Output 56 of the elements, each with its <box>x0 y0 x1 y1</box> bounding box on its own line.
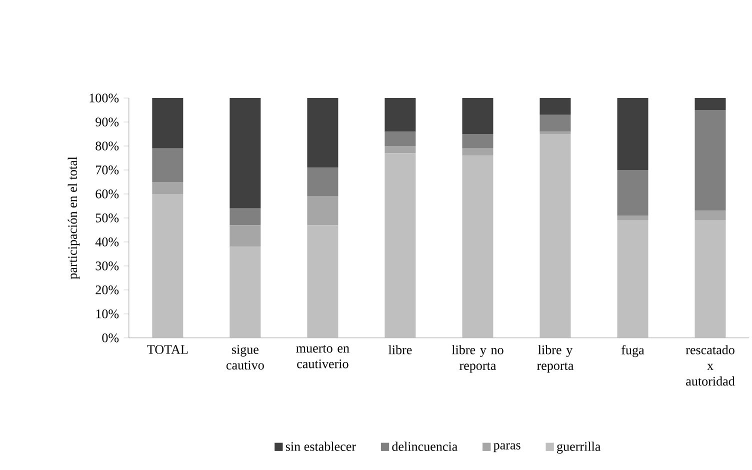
bar <box>694 210 726 220</box>
bar <box>307 98 338 168</box>
bar <box>307 168 338 197</box>
bar <box>384 146 416 154</box>
legend-label: paras <box>494 443 520 452</box>
bar <box>152 182 184 194</box>
x-tick-label: fuga <box>622 345 644 358</box>
bar <box>307 225 338 338</box>
x-tick-label: libre y reporta <box>537 345 574 373</box>
x-tick-label: libre <box>388 345 412 354</box>
x-tick-label: muerto en cautiverio <box>296 345 350 368</box>
bar <box>462 156 494 338</box>
bar <box>152 148 184 182</box>
bar <box>384 132 416 146</box>
bar <box>462 98 494 134</box>
bar <box>617 98 648 170</box>
bar <box>230 208 261 226</box>
y-tick-label: 10% <box>96 310 119 318</box>
y-tick-label: 40% <box>95 238 119 247</box>
x-tick-label: TOTAL <box>147 345 188 354</box>
bar <box>307 196 338 226</box>
y-tick-label: 0% <box>102 334 119 342</box>
y-tick-label: 30% <box>96 262 119 270</box>
bar <box>152 98 184 149</box>
bar <box>617 170 648 216</box>
y-tick-label: 100% <box>90 94 119 103</box>
x-tick-label: rescatado x autoridad <box>686 345 735 386</box>
bar <box>617 216 648 220</box>
bar <box>617 220 648 338</box>
legend-label: guerrilla <box>557 442 601 454</box>
bar <box>230 98 261 209</box>
bar <box>462 134 494 149</box>
bar <box>694 220 726 338</box>
y-tick-label: 50% <box>96 214 119 223</box>
bar <box>152 194 184 338</box>
y-tick-label: 70% <box>96 166 119 175</box>
bar <box>384 98 416 132</box>
bar <box>230 246 261 338</box>
x-tick-label: sigue cautivo <box>226 345 264 370</box>
bar <box>540 134 571 338</box>
bar <box>540 114 571 132</box>
bar <box>540 98 571 115</box>
bar <box>384 153 416 338</box>
legend-label: delincuencia <box>392 442 458 452</box>
legend-label: sin establecer <box>286 442 356 452</box>
y-tick-label: 90% <box>96 118 119 127</box>
y-tick-label: 80% <box>96 142 119 151</box>
bar <box>462 148 494 156</box>
bar <box>694 98 726 110</box>
y-tick-label: 20% <box>96 286 119 294</box>
bar <box>694 110 726 211</box>
bar <box>540 132 571 134</box>
y-tick-label: 60% <box>96 190 119 199</box>
bar <box>230 225 261 247</box>
x-tick-label: libre y no reporta <box>452 345 504 373</box>
y-axis-title: participación en el total <box>68 156 80 280</box>
